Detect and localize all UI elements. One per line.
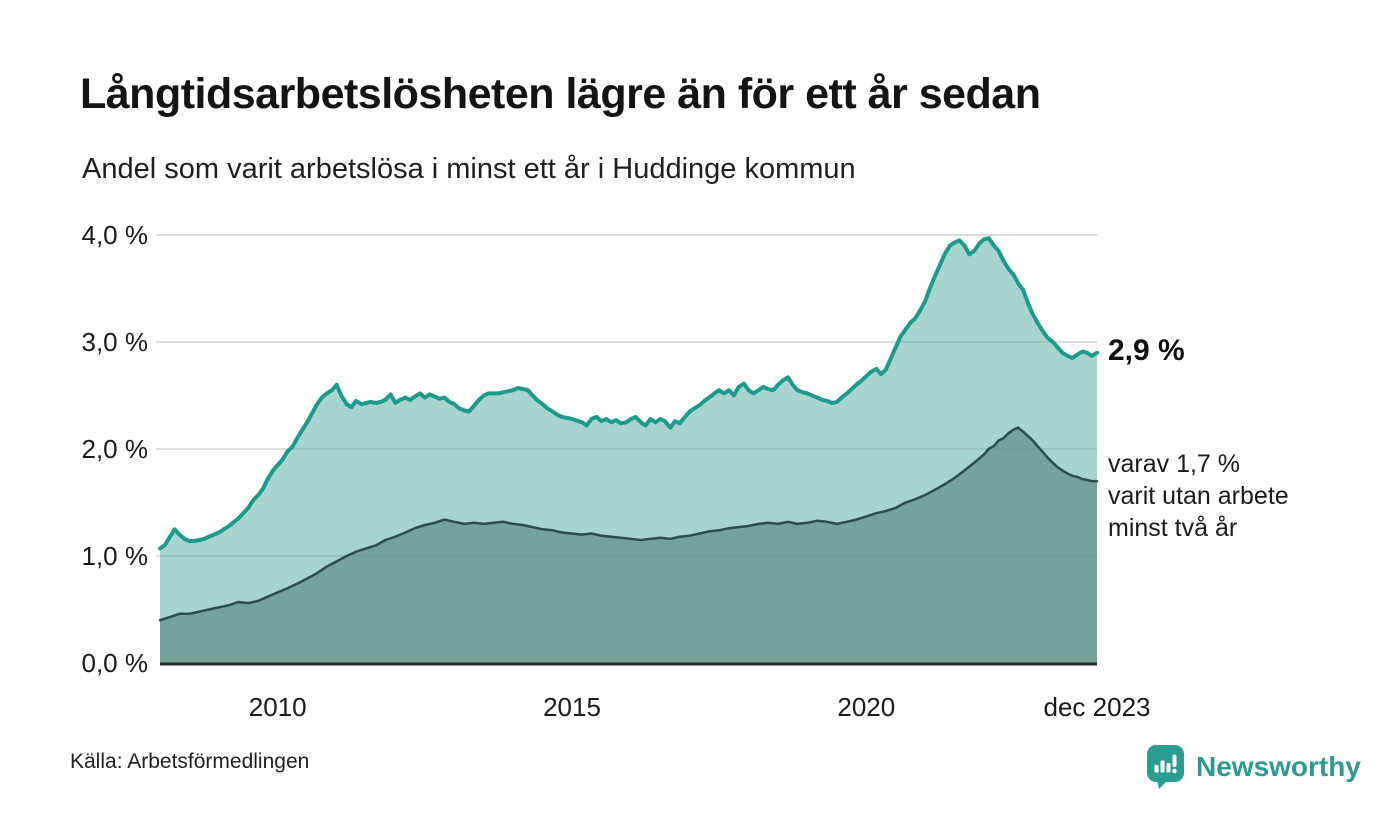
bar-chart-speech-bubble-icon xyxy=(1147,745,1184,789)
y-tick-label: 4,0 % xyxy=(82,220,149,250)
area-line-minst-ett-år xyxy=(158,236,1099,551)
y-tick-label: 3,0 % xyxy=(82,327,149,357)
area-line-minst-två-år xyxy=(158,426,1099,622)
x-tick-label: 2020 xyxy=(837,692,895,722)
sub-annotation-line: minst två år xyxy=(1108,514,1238,542)
sub-annotation-line: varav 1,7 % xyxy=(1108,450,1241,478)
page-title: Långtidsarbetslösheten lägre än för ett … xyxy=(80,70,1041,118)
newsworthy-brand: Newsworthy xyxy=(1146,744,1361,790)
brand-name: Newsworthy xyxy=(1196,751,1361,782)
sub-annotation-line: varit utan arbete xyxy=(1108,482,1289,510)
y-tick-label: 2,0 % xyxy=(82,434,149,464)
source-attribution: Källa: Arbetsförmedlingen xyxy=(70,750,310,773)
x-tick-label: 2015 xyxy=(543,692,601,722)
x-tick-label: 2010 xyxy=(249,692,307,722)
y-tick-label: 1,0 % xyxy=(82,541,149,571)
sub-series-annotation: varav 1,7 % varit utan arbete minst två … xyxy=(1108,448,1289,544)
page-subtitle: Andel som varit arbetslösa i minst ett å… xyxy=(82,153,856,185)
x-tick-label: dec 2023 xyxy=(1044,692,1151,722)
area-fill-minst-två-år xyxy=(160,427,1097,663)
y-tick-label: 0,0 % xyxy=(82,648,149,678)
end-value-annotation: 2,9 % xyxy=(1108,334,1185,367)
